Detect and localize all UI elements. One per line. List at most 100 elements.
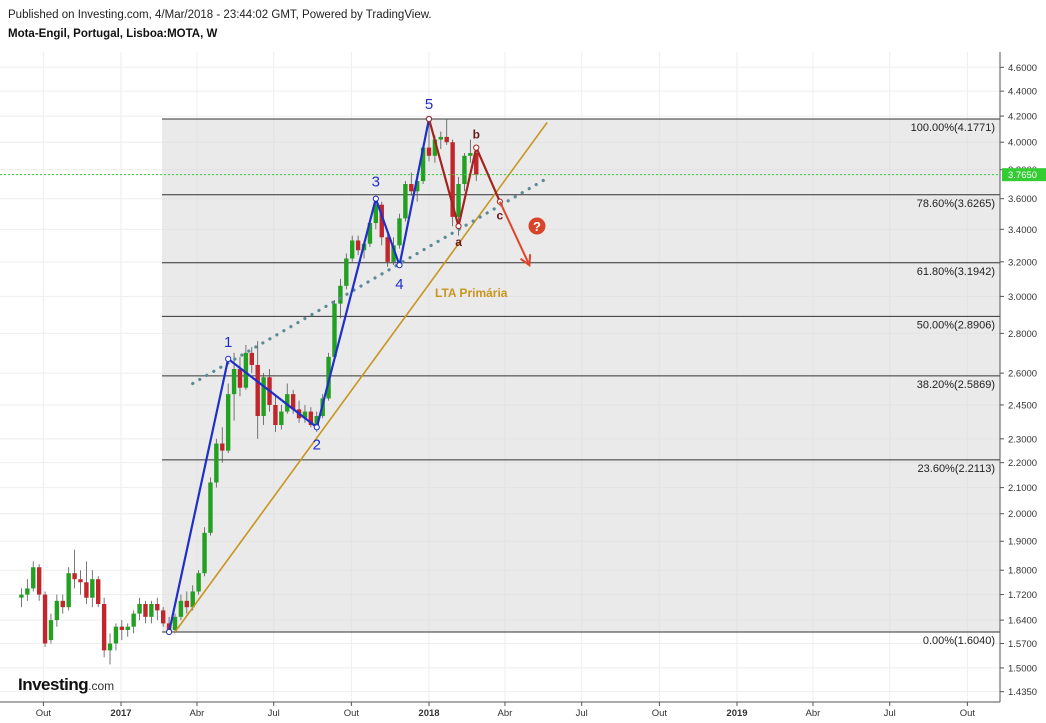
primary-trendline-label: LTA Primária — [435, 286, 508, 300]
wave-pivot — [372, 195, 379, 202]
y-tick-label: 1.5700 — [1008, 639, 1037, 650]
candle-body — [273, 404, 278, 426]
candle-body — [90, 579, 95, 598]
candle-body — [290, 394, 296, 410]
candle-body — [36, 567, 42, 595]
x-tick-label: Abr — [498, 708, 513, 719]
wave-pivot — [455, 223, 462, 230]
y-tick-label: 2.1000 — [1008, 483, 1037, 494]
x-tick-label: Jul — [884, 708, 896, 719]
x-tick-label: Abr — [190, 708, 205, 719]
candle-body — [456, 184, 461, 217]
y-tick-label: 4.2000 — [1008, 112, 1037, 123]
fibonacci-level-label: 23.60%(2.2113) — [918, 463, 995, 475]
wave-pivot — [165, 628, 173, 636]
y-tick-label: 1.4350 — [1008, 687, 1037, 698]
candle-body — [137, 604, 142, 614]
candle-body — [338, 285, 343, 304]
candle-body — [25, 588, 30, 595]
candle-body — [66, 573, 71, 608]
wave-pivot — [313, 424, 320, 431]
current-price-badge — [1002, 168, 1046, 182]
candle-body — [367, 223, 373, 244]
candle-body — [208, 482, 213, 533]
chart-title: Mota-Engil, Portugal, Lisboa:MOTA, W — [8, 28, 218, 40]
candle-body — [184, 600, 190, 608]
x-tick-label: 2019 — [726, 708, 747, 719]
candle-body — [220, 443, 225, 451]
candle-body — [60, 600, 65, 608]
candle-body — [190, 591, 195, 608]
candle-body — [119, 626, 125, 630]
x-tick-label: Jul — [576, 708, 588, 719]
candle-body — [96, 579, 101, 605]
x-tick-label: Abr — [806, 708, 821, 719]
y-tick-label: 4.4000 — [1008, 87, 1037, 98]
y-tick-label: 1.8000 — [1008, 566, 1037, 577]
y-tick-label: 1.6400 — [1008, 616, 1037, 627]
candle-body — [48, 620, 54, 641]
candle-body — [149, 604, 154, 617]
fibonacci-level-label: 50.00%(2.8906) — [917, 319, 995, 331]
x-tick-label: Out — [652, 708, 668, 719]
candle-body — [438, 136, 444, 140]
candle-body — [444, 136, 449, 143]
y-tick-label: 2.2000 — [1008, 458, 1037, 469]
candle-body — [432, 139, 438, 156]
candle-body — [178, 600, 184, 617]
candle-body — [302, 411, 308, 419]
projection-arrow — [498, 201, 531, 266]
candle-body — [385, 237, 390, 262]
candle-body — [237, 369, 243, 388]
correction-wave-label: a — [455, 235, 462, 249]
y-tick-label: 3.4000 — [1008, 225, 1037, 236]
candle-body — [72, 573, 77, 580]
candle-body — [426, 147, 432, 156]
fibonacci-level-label: 38.20%(2.5869) — [917, 379, 995, 391]
impulse-wave-label: 5 — [425, 96, 433, 113]
candle-body — [403, 184, 408, 219]
wave-pivot — [225, 355, 232, 362]
projection-arrow-head — [519, 254, 532, 268]
y-tick-label: 4.0000 — [1008, 138, 1037, 149]
candle-body — [84, 582, 89, 598]
fibonacci-level-label: 78.60%(3.6265) — [917, 198, 995, 210]
x-tick-label: Out — [344, 708, 360, 719]
impulse-wave-label: 1 — [224, 334, 232, 351]
candle-body — [78, 579, 83, 583]
x-tick-label: Out — [960, 708, 976, 719]
y-tick-label: 2.8000 — [1008, 329, 1037, 340]
candle-body — [196, 573, 201, 592]
candle-body — [450, 142, 455, 217]
primary-trendline — [174, 122, 548, 633]
candle-body — [125, 626, 130, 630]
wave-pivot — [473, 144, 480, 151]
candle-body — [202, 532, 207, 574]
fibonacci-level-label: 61.80%(3.1942) — [917, 266, 995, 278]
current-price-label: 3.7650 — [1008, 170, 1037, 181]
y-tick-label: 2.6000 — [1008, 369, 1037, 380]
candle-body — [131, 613, 136, 627]
x-tick-label: 2018 — [418, 708, 439, 719]
candle-body — [214, 443, 219, 483]
candle-body — [350, 240, 355, 259]
impulse-wave-label: 4 — [395, 276, 403, 293]
correction-wave-path — [427, 118, 501, 228]
candle-body — [31, 567, 36, 589]
impulse-wave-label: 2 — [313, 436, 321, 453]
dotted-trendline — [191, 176, 549, 386]
candle-body — [355, 240, 361, 251]
candle-body — [468, 153, 473, 156]
candle-body — [54, 600, 60, 621]
candle-body — [373, 204, 379, 224]
fibonacci-level-label: 100.00%(4.1771) — [911, 122, 995, 134]
y-tick-label: 2.0000 — [1008, 509, 1037, 520]
y-tick-label: 1.5000 — [1008, 663, 1037, 674]
question-icon — [528, 217, 546, 235]
trendlines: LTA Primária — [0, 122, 1000, 633]
candle-body — [225, 394, 231, 451]
published-note: Published on Investing.com, 4/Mar/2018 -… — [8, 9, 432, 21]
question-mark: ? — [533, 219, 541, 234]
candle-body — [255, 364, 260, 417]
price-chart[interactable]: 100.00%(4.1771) 78.60%(3.6265) 61.80%(3.19… — [0, 48, 1046, 723]
